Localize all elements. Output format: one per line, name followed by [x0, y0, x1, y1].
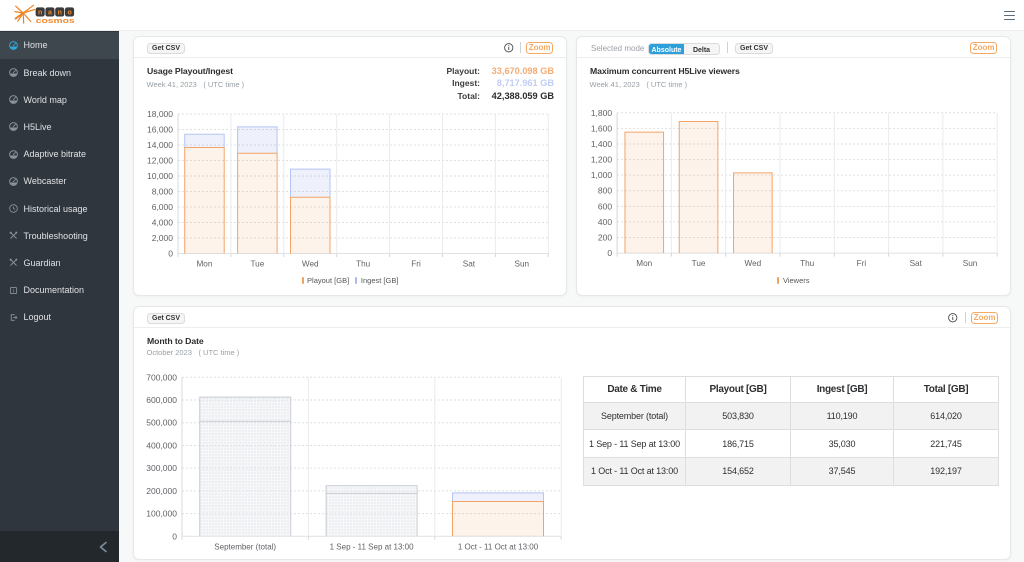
- svg-text:8,000: 8,000: [152, 187, 174, 197]
- svg-text:Mon: Mon: [636, 259, 652, 268]
- svg-text:Tue: Tue: [250, 260, 264, 269]
- svg-text:800: 800: [598, 186, 612, 196]
- svg-text:1,600: 1,600: [591, 123, 613, 133]
- svg-text:o: o: [67, 9, 71, 16]
- svg-text:0: 0: [607, 248, 612, 258]
- svg-text:Wed: Wed: [745, 259, 762, 268]
- svg-text:cosmos: cosmos: [36, 16, 75, 25]
- svg-text:Thu: Thu: [356, 260, 371, 269]
- svg-text:Wed: Wed: [302, 260, 319, 269]
- svg-text:0: 0: [168, 249, 173, 259]
- svg-text:16,000: 16,000: [147, 125, 173, 135]
- svg-text:0: 0: [172, 531, 177, 541]
- svg-text:Tue: Tue: [692, 259, 706, 268]
- svg-text:1,800: 1,800: [591, 108, 613, 118]
- svg-text:300,000: 300,000: [146, 463, 177, 473]
- svg-text:1,000: 1,000: [591, 170, 613, 180]
- svg-text:September (total): September (total): [214, 542, 276, 551]
- svg-text:18,000: 18,000: [147, 109, 173, 119]
- svg-text:500,000: 500,000: [146, 418, 177, 428]
- svg-text:200: 200: [598, 233, 612, 243]
- svg-text:600: 600: [598, 201, 612, 211]
- svg-text:700,000: 700,000: [146, 372, 177, 382]
- svg-text:400,000: 400,000: [146, 440, 177, 450]
- svg-text:n: n: [38, 9, 42, 16]
- svg-text:10,000: 10,000: [147, 171, 173, 181]
- svg-text:Thu: Thu: [800, 259, 815, 268]
- svg-text:100,000: 100,000: [146, 509, 177, 519]
- svg-text:200,000: 200,000: [146, 486, 177, 496]
- svg-text:4,000: 4,000: [152, 218, 174, 228]
- svg-text:Sun: Sun: [963, 259, 978, 268]
- svg-text:n: n: [58, 9, 62, 16]
- svg-text:Mon: Mon: [196, 260, 212, 269]
- svg-text:14,000: 14,000: [147, 140, 173, 150]
- svg-text:12,000: 12,000: [147, 156, 173, 166]
- svg-text:6,000: 6,000: [152, 202, 174, 212]
- svg-text:400: 400: [598, 217, 612, 227]
- svg-text:Fri: Fri: [857, 259, 867, 268]
- svg-text:Sat: Sat: [910, 259, 923, 268]
- svg-text:a: a: [48, 9, 52, 16]
- svg-text:1 Oct - 11 Oct at 13:00: 1 Oct - 11 Oct at 13:00: [458, 542, 539, 551]
- svg-text:1,400: 1,400: [591, 139, 613, 149]
- svg-text:1 Sep - 11 Sep at 13:00: 1 Sep - 11 Sep at 13:00: [330, 542, 414, 551]
- svg-text:Fri: Fri: [411, 260, 421, 269]
- svg-text:600,000: 600,000: [146, 395, 177, 405]
- svg-text:2,000: 2,000: [152, 233, 174, 243]
- svg-text:Sat: Sat: [463, 260, 476, 269]
- svg-text:1,200: 1,200: [591, 155, 613, 165]
- svg-text:Sun: Sun: [515, 260, 530, 269]
